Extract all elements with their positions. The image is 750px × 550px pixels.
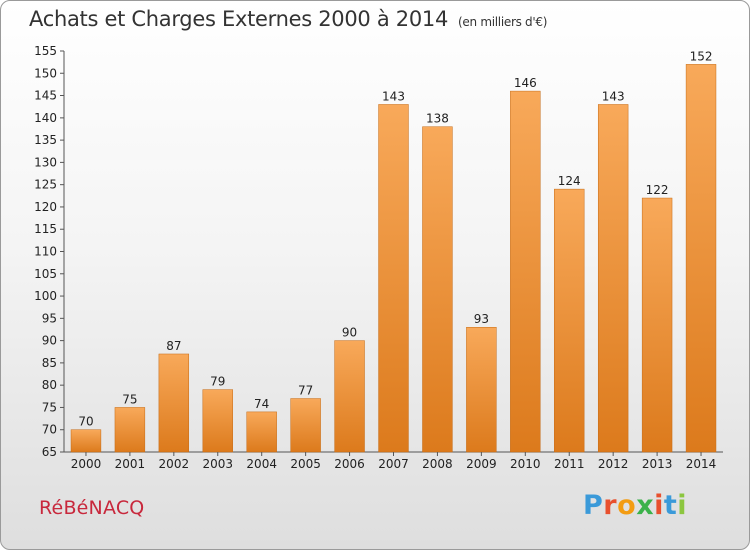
value-label-2004: 74 [254,397,269,411]
y-tick-label: 155 [34,44,57,58]
x-tick-label-2011: 2011 [554,457,585,471]
chart-unit: (en milliers d'€) [458,15,548,29]
x-tick-label-2008: 2008 [422,457,453,471]
y-tick-label: 120 [34,200,57,214]
x-tick-label-2006: 2006 [334,457,365,471]
logo-letter: x [636,490,655,521]
value-label-2007: 143 [382,89,405,103]
value-label-2012: 143 [602,89,625,103]
value-label-2011: 124 [558,174,581,188]
x-tick-label-2009: 2009 [466,457,497,471]
y-tick-label: 80 [42,378,57,392]
y-tick-label: 145 [34,89,57,103]
y-tick-label: 135 [34,133,57,147]
logo-letter: o [617,490,637,521]
bar-2003 [202,389,233,453]
x-tick-label-2013: 2013 [642,457,673,471]
bar-2011 [554,188,585,453]
y-tick-label: 70 [42,423,57,437]
proxiti-logo: Proxiti [583,490,687,521]
y-tick-label: 85 [42,356,57,370]
value-label-2009: 93 [474,312,489,326]
x-tick-label-2002: 2002 [159,457,190,471]
x-tick-label-2007: 2007 [378,457,409,471]
bar-2005 [290,398,321,453]
x-tick-label-2010: 2010 [510,457,541,471]
x-tick-label-2004: 2004 [246,457,277,471]
y-tick-label: 130 [34,155,57,169]
x-tick-label-2001: 2001 [115,457,146,471]
bar-2007 [378,104,409,453]
logo-letter: t [663,490,678,521]
chart-title: Achats et Charges Externes 2000 à 2014 (e… [29,7,547,31]
value-label-2013: 122 [646,183,669,197]
bar-2000 [70,429,102,453]
y-tick-label: 140 [34,111,57,125]
bar-2001 [114,407,146,453]
bar-2013 [641,197,673,453]
y-tick-label: 75 [42,400,57,414]
bar-2014 [685,64,717,453]
value-label-2010: 146 [514,76,537,90]
bar-2002 [158,353,190,453]
logo-letter: i [677,490,688,521]
bar-2010 [510,90,541,453]
y-tick-label: 150 [34,66,57,80]
x-tick-label-2000: 2000 [71,457,102,471]
y-tick-label: 95 [42,311,57,325]
y-tick-label: 90 [42,334,57,348]
value-label-2000: 70 [78,415,93,429]
value-label-2003: 79 [210,375,225,389]
logo-letter: r [603,490,618,521]
chart-title-text: Achats et Charges Externes 2000 à 2014 [29,7,449,31]
x-tick-label-2005: 2005 [290,457,321,471]
y-tick-label: 125 [34,178,57,192]
value-label-2005: 77 [298,384,313,398]
bar-2009 [466,326,497,453]
logo-letter: P [583,490,604,521]
bar-2004 [246,411,277,453]
y-tick-label: 105 [34,267,57,281]
x-tick-label-2003: 2003 [202,457,233,471]
bar-2012 [597,104,629,453]
value-label-2008: 138 [426,112,449,126]
value-label-2006: 90 [342,326,357,340]
logo-letter: i [654,490,664,521]
x-tick-label-2012: 2012 [598,457,629,471]
commune-name: RéBéNACQ [39,497,145,519]
value-label-2001: 75 [122,392,137,406]
value-label-2014: 152 [690,49,713,63]
y-tick-label: 100 [34,289,57,303]
y-tick-label: 65 [42,445,57,459]
y-tick-label: 110 [34,245,57,259]
value-label-2002: 87 [166,339,181,353]
bar-2006 [334,340,365,453]
bar-2008 [422,126,453,453]
x-tick-label-2014: 2014 [686,457,717,471]
y-tick-label: 115 [34,222,57,236]
